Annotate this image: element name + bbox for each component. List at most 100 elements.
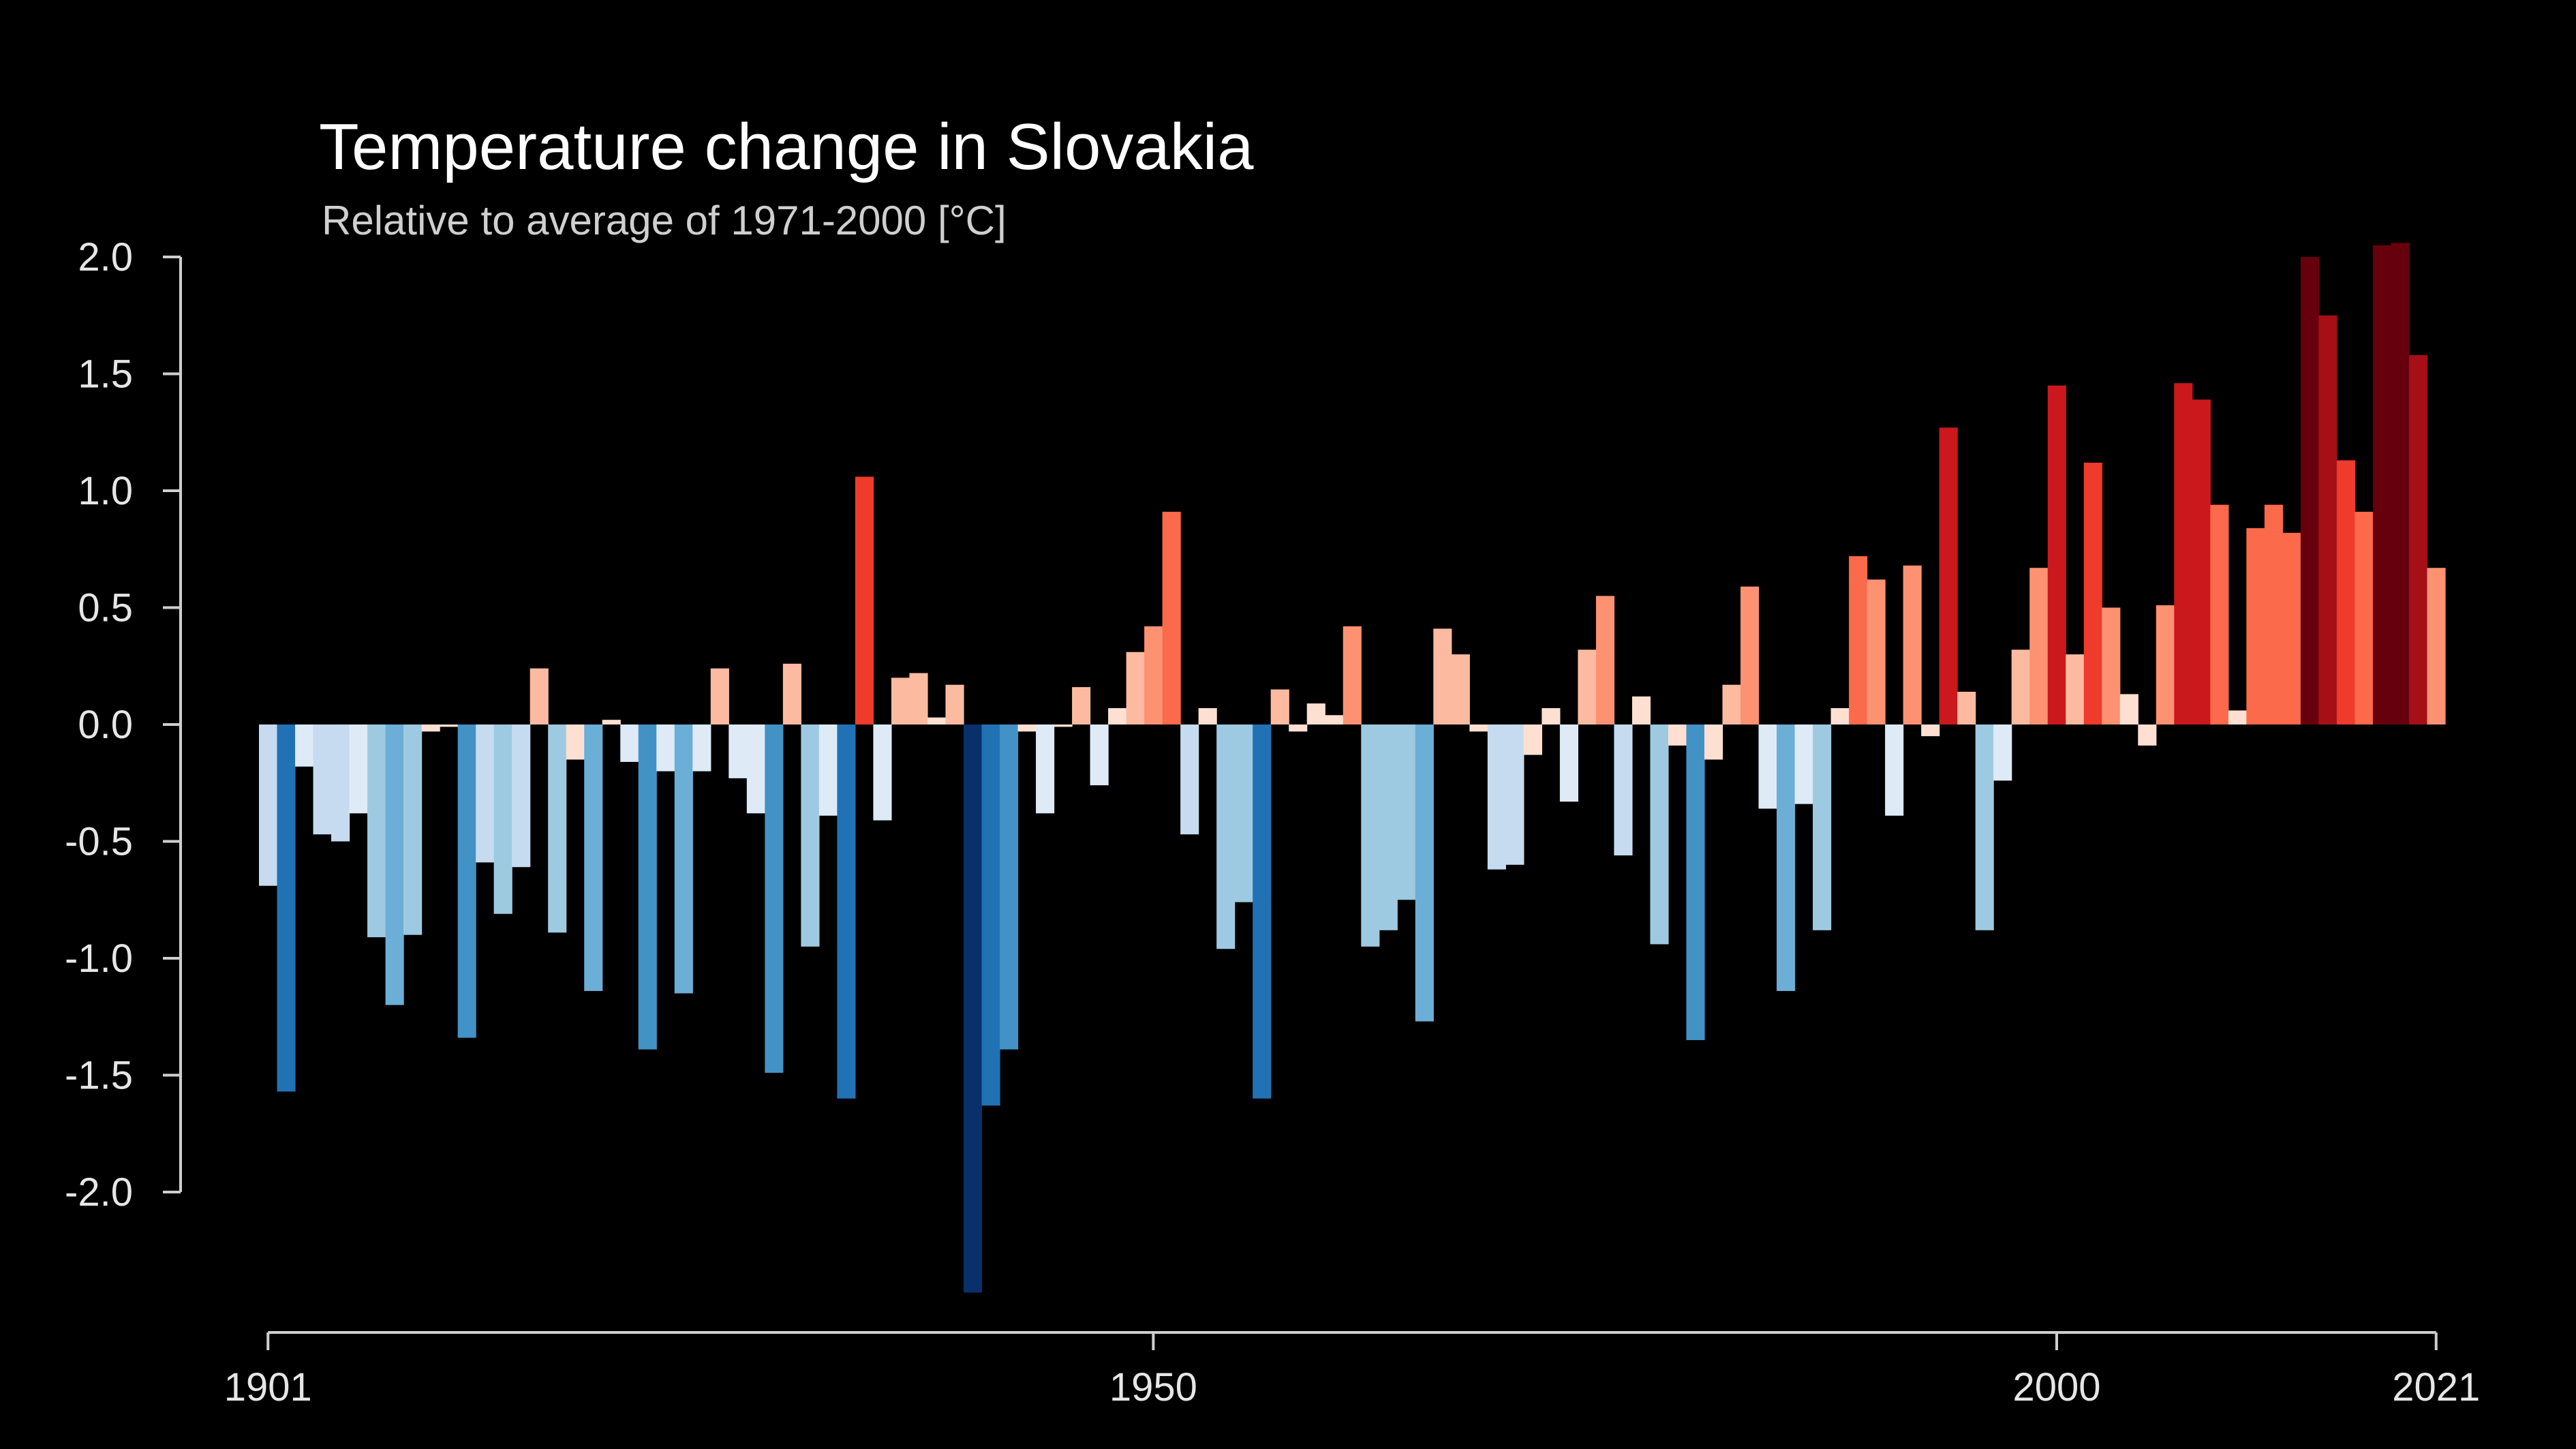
bar-1984 [1758, 724, 1777, 809]
bar-1908 [385, 724, 404, 1005]
bar-1934 [855, 476, 874, 724]
bar-1933 [837, 724, 856, 1099]
bar-1970 [1505, 724, 1524, 865]
bar-2000 [2047, 385, 2066, 724]
bar-1958 [1289, 724, 1308, 732]
bar-2012 [2264, 504, 2283, 724]
bar-1921 [620, 724, 639, 762]
bar-series [259, 243, 2446, 1293]
x-axis: 1901 1950 2000 2021 [224, 1331, 2480, 1409]
bar-1942 [1000, 724, 1019, 1050]
bar-2013 [2282, 532, 2301, 724]
bar-1904 [313, 724, 332, 835]
y-axis: 2.0 1.5 1.0 0.5 0.0 -0.5 -1.0 -1.5 -2.0 [65, 235, 182, 1215]
bar-1906 [349, 724, 368, 814]
bar-1916 [530, 668, 549, 724]
bar-1909 [403, 724, 423, 935]
bar-1910 [421, 724, 440, 732]
bar-1964 [1397, 724, 1416, 900]
bar-2003 [2102, 607, 2121, 724]
bar-1962 [1361, 724, 1380, 947]
bar-2001 [2066, 654, 2085, 724]
chart-subtitle: Relative to average of 1971-2000 [°C] [322, 198, 1007, 243]
bar-1999 [2029, 568, 2049, 724]
bar-2002 [2083, 462, 2102, 724]
bar-1963 [1379, 724, 1398, 930]
x-tick-label: 2000 [2012, 1365, 2100, 1409]
bar-2005 [2138, 724, 2157, 746]
bar-1971 [1523, 724, 1542, 755]
bar-1967 [1451, 654, 1470, 724]
bar-1975 [1595, 596, 1615, 724]
y-tick-label: 1.0 [78, 469, 133, 513]
bar-1993 [1921, 724, 1940, 737]
bar-1969 [1487, 724, 1506, 870]
bar-1914 [493, 724, 512, 914]
bar-1961 [1343, 626, 1362, 724]
bar-1973 [1559, 724, 1578, 802]
bar-1903 [295, 724, 314, 767]
bar-1989 [1849, 556, 1868, 724]
y-tick-label: -1.5 [65, 1054, 133, 1098]
bar-1928 [746, 724, 765, 814]
bar-1947 [1090, 724, 1109, 786]
bar-1991 [1885, 724, 1904, 816]
bar-1960 [1325, 715, 1344, 724]
bar-2020 [2408, 355, 2428, 724]
bar-1955 [1234, 724, 1253, 902]
bar-1944 [1036, 724, 1055, 814]
bar-1950 [1144, 626, 1163, 724]
bar-2018 [2372, 245, 2392, 725]
bar-1949 [1126, 652, 1145, 724]
bar-1924 [674, 724, 693, 994]
bar-1925 [692, 724, 711, 772]
bar-1981 [1704, 724, 1723, 760]
bar-1956 [1253, 724, 1272, 1099]
y-tick-label: 2.0 [78, 235, 133, 279]
bar-1978 [1650, 724, 1669, 945]
bar-1980 [1686, 724, 1705, 1041]
bar-1988 [1830, 707, 1850, 724]
bar-1929 [765, 724, 784, 1073]
bar-1941 [981, 724, 1000, 1106]
bar-1968 [1469, 724, 1488, 732]
bar-1995 [1957, 691, 1976, 724]
bar-2009 [2210, 504, 2229, 724]
bar-1913 [476, 724, 495, 863]
bar-1959 [1306, 703, 1325, 724]
bar-1939 [945, 684, 964, 724]
bar-2016 [2336, 460, 2356, 724]
bar-2006 [2156, 605, 2175, 724]
bar-1920 [602, 720, 621, 724]
bar-1912 [457, 724, 476, 1038]
bar-1936 [891, 677, 910, 724]
y-tick-label: 0.5 [78, 586, 133, 630]
bar-1905 [331, 724, 350, 842]
bar-1901 [259, 724, 278, 886]
y-tick-label: -2.0 [65, 1170, 133, 1215]
bar-1983 [1741, 586, 1760, 724]
bar-1946 [1072, 687, 1091, 724]
bar-1965 [1415, 724, 1434, 1022]
bar-1917 [548, 724, 567, 933]
bar-1943 [1017, 724, 1037, 732]
y-tick-label: 1.5 [78, 352, 133, 397]
bar-1979 [1668, 724, 1687, 746]
x-tick-label: 1901 [224, 1365, 312, 1409]
bar-1932 [818, 724, 838, 816]
bar-2011 [2246, 528, 2265, 724]
bar-1902 [277, 724, 296, 1092]
x-tick-label: 2021 [2392, 1365, 2480, 1409]
bar-1982 [1722, 684, 1741, 724]
bar-1940 [963, 724, 983, 1293]
bar-1998 [2011, 650, 2030, 724]
bar-1990 [1867, 579, 1886, 724]
bar-1945 [1054, 724, 1073, 727]
bar-1994 [1939, 427, 1958, 724]
bar-1935 [873, 724, 892, 821]
bar-1974 [1578, 650, 1597, 724]
bar-1919 [584, 724, 603, 992]
bar-2021 [2427, 568, 2446, 724]
y-tick-label: 0.0 [78, 703, 133, 747]
